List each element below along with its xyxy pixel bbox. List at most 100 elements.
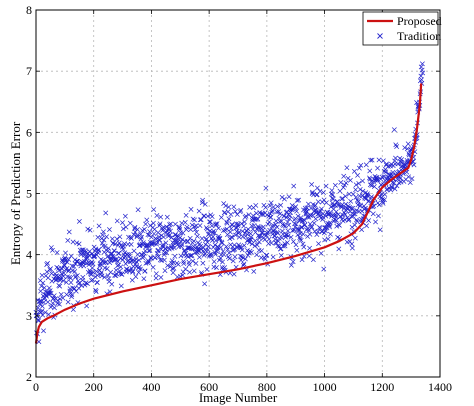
tradition-point: [224, 219, 230, 225]
tradition-point: [269, 208, 275, 214]
tradition-point: [191, 268, 197, 274]
tradition-point: [123, 224, 129, 230]
tradition-point: [198, 217, 204, 223]
tradition-point: [369, 183, 375, 188]
tradition-point: [37, 298, 43, 304]
tradition-point: [182, 247, 188, 253]
tradition-point: [266, 236, 272, 242]
tradition-point: [192, 226, 198, 232]
tradition-point: [161, 257, 167, 263]
tradition-point: [288, 234, 294, 240]
tradition-point: [232, 208, 238, 214]
tradition-point: [335, 202, 341, 208]
tradition-point: [355, 172, 361, 178]
tradition-point: [60, 278, 66, 284]
tradition-point: [406, 174, 411, 180]
tradition-point: [193, 260, 199, 266]
tradition-point: [288, 210, 293, 216]
tradition-point: [257, 233, 263, 239]
tradition-point: [142, 226, 147, 232]
tradition-point: [155, 230, 161, 236]
tradition-point: [280, 243, 286, 249]
tradition-point: [210, 244, 216, 250]
tradition-point: [95, 272, 101, 278]
tradition-point: [368, 157, 374, 163]
tradition-point: [147, 223, 153, 228]
tradition-point: [376, 157, 382, 163]
tradition-point: [104, 234, 110, 240]
tradition-point: [241, 242, 247, 248]
tradition-point: [142, 268, 148, 274]
tradition-point: [151, 207, 157, 213]
tradition-point: [293, 242, 299, 248]
tradition-point: [304, 205, 310, 211]
tradition-point: [182, 219, 188, 225]
tradition-point: [241, 261, 247, 267]
tradition-point: [65, 274, 70, 280]
tradition-point: [146, 259, 152, 265]
tradition-point: [281, 223, 287, 228]
tradition-point: [419, 67, 425, 73]
tradition-point: [367, 175, 372, 181]
tradition-point: [320, 214, 326, 220]
tradition-point: [358, 162, 364, 168]
tradition-point: [224, 220, 230, 226]
tradition-point: [134, 259, 140, 265]
tradition-point: [318, 250, 324, 256]
tradition-point: [150, 220, 156, 226]
tradition-point: [89, 265, 95, 271]
tradition-point: [358, 202, 363, 208]
tradition-point: [57, 296, 63, 302]
tradition-point: [252, 238, 258, 244]
tradition-point: [114, 236, 120, 242]
tradition-point: [109, 236, 115, 242]
tradition-point: [168, 221, 174, 227]
tradition-point: [212, 230, 217, 236]
grid: [36, 10, 440, 377]
tradition-point: [61, 270, 67, 276]
tradition-point: [162, 268, 168, 274]
tradition-point: [394, 183, 400, 189]
tradition-point: [94, 252, 100, 258]
tradition-point: [248, 234, 254, 240]
tradition-point: [120, 220, 125, 226]
tradition-point: [310, 257, 316, 263]
tradition-point: [102, 274, 107, 280]
tradition-point: [371, 184, 377, 189]
tradition-point: [39, 303, 45, 309]
tradition-point: [103, 210, 109, 216]
tradition-point: [190, 258, 196, 264]
tradition-point: [338, 180, 344, 185]
tradition-point: [391, 127, 397, 133]
tradition-point: [311, 220, 317, 226]
tradition-point: [298, 237, 304, 243]
tradition-point: [329, 187, 335, 193]
tradition-point: [87, 227, 93, 233]
tradition-point: [340, 196, 346, 201]
tradition-point: [216, 225, 221, 231]
tradition-point: [97, 267, 103, 273]
tradition-point: [223, 203, 229, 209]
tradition-point: [232, 254, 238, 260]
y-tick-label: 4: [26, 248, 32, 262]
tradition-point: [168, 235, 174, 241]
tradition-point: [64, 259, 70, 265]
tradition-point: [136, 270, 142, 275]
tradition-point: [397, 175, 403, 181]
tradition-point: [45, 299, 51, 305]
tradition-point: [317, 188, 323, 194]
tradition-scatter: [33, 61, 426, 345]
tradition-point: [250, 213, 256, 219]
tradition-point: [202, 201, 208, 207]
tradition-point: [135, 207, 141, 213]
x-tick-label: 1400: [428, 380, 452, 394]
tradition-point: [218, 245, 224, 250]
tradition-point: [404, 146, 410, 152]
tradition-point: [39, 283, 44, 289]
tradition-point: [256, 239, 262, 245]
tradition-point: [213, 222, 219, 228]
tradition-point: [350, 191, 356, 197]
tradition-point: [145, 232, 151, 238]
tradition-point: [342, 182, 348, 188]
tradition-point: [266, 241, 271, 247]
